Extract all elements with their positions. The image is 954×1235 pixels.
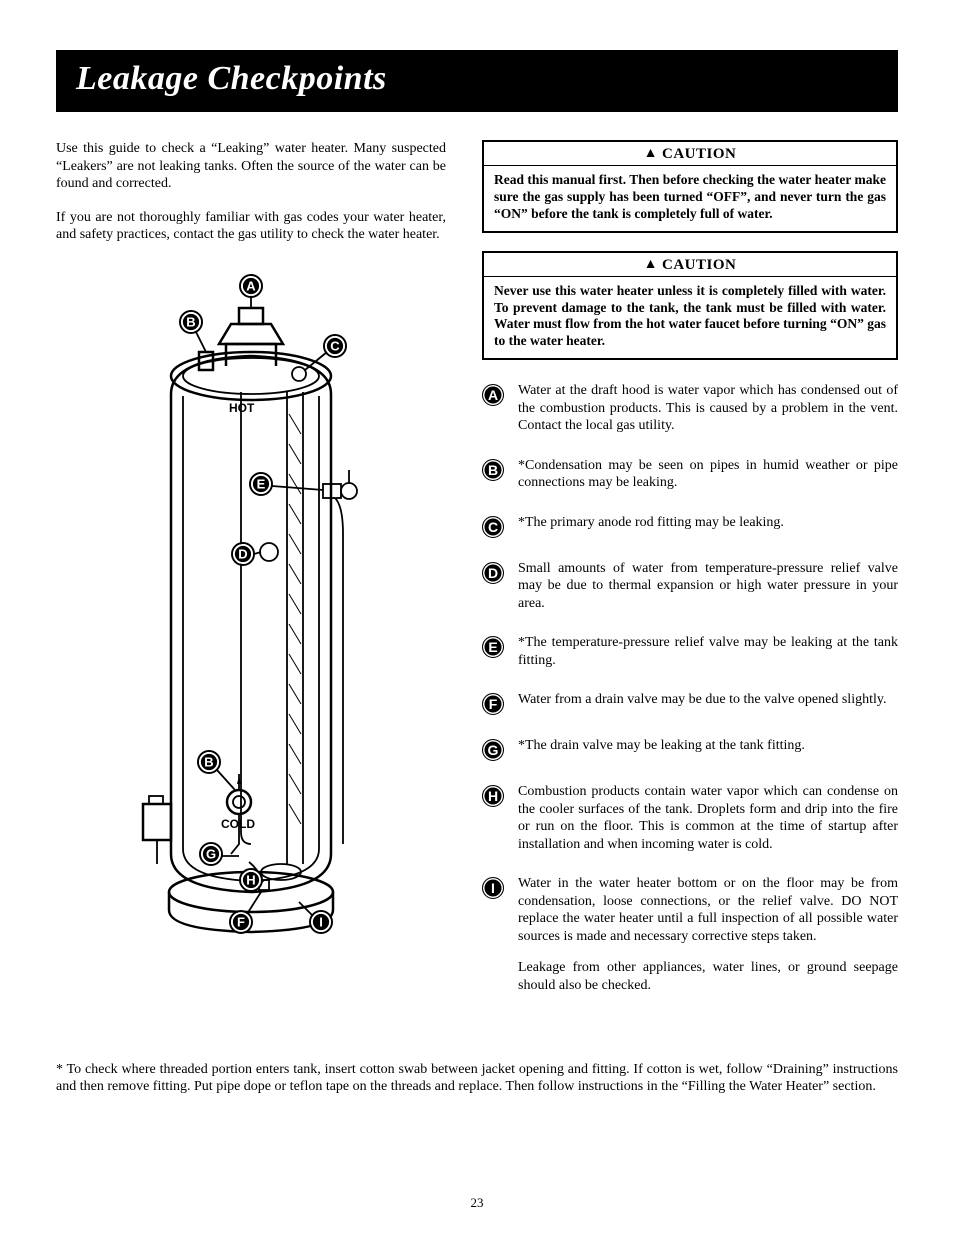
water-heater-svg: HOT <box>91 274 411 954</box>
checkpoint-badge-g: G <box>482 739 504 761</box>
caution-box-1: ▲CAUTION Read this manual first. Then be… <box>482 140 898 233</box>
checkpoint-text: Water at the draft hood is water vapor w… <box>518 382 898 435</box>
diagram-badge-b-top: B <box>180 311 202 333</box>
caution-box-2: ▲CAUTION Never use this water heater unl… <box>482 251 898 361</box>
checkpoint-badge-a: A <box>482 384 504 406</box>
checkpoint-text: Combustion products contain water vapor … <box>518 783 898 853</box>
checkpoints-list: A Water at the draft hood is water vapor … <box>482 382 898 994</box>
svg-text:B: B <box>186 314 195 329</box>
checkpoint-item: F Water from a drain valve may be due to … <box>482 691 898 715</box>
diagram-hot-label: HOT <box>229 401 255 415</box>
left-column: Use this guide to check a “Leaking” wate… <box>56 140 446 1016</box>
checkpoint-badge-f: F <box>482 693 504 715</box>
checkpoint-text: *The drain valve may be leaking at the t… <box>518 737 898 755</box>
diagram-badge-c: C <box>324 335 346 357</box>
checkpoint-item: H Combustion products contain water vapor… <box>482 783 898 853</box>
warning-icon: ▲ <box>644 257 658 272</box>
svg-text:I: I <box>319 914 323 929</box>
svg-text:G: G <box>206 846 216 861</box>
svg-text:F: F <box>237 914 245 929</box>
checkpoint-badge-d: D <box>482 562 504 584</box>
intro-para-1: Use this guide to check a “Leaking” wate… <box>56 140 446 193</box>
intro-para-2: If you are not thoroughly familiar with … <box>56 209 446 244</box>
checkpoint-item: G *The drain valve may be leaking at the … <box>482 737 898 761</box>
checkpoint-badge-c: C <box>482 516 504 538</box>
caution-text-2: Never use this water heater unless it is… <box>484 276 896 359</box>
svg-text:C: C <box>330 338 340 353</box>
intro-text: Use this guide to check a “Leaking” wate… <box>56 140 446 244</box>
diagram-badge-e: E <box>250 473 272 495</box>
checkpoint-item: A Water at the draft hood is water vapor … <box>482 382 898 435</box>
checkpoint-badge-i: I <box>482 877 504 899</box>
diagram-badge-f: F <box>230 911 252 933</box>
right-column: ▲CAUTION Read this manual first. Then be… <box>482 140 898 1016</box>
checkpoint-item: D Small amounts of water from temperature… <box>482 560 898 613</box>
warning-icon: ▲ <box>644 146 658 161</box>
svg-text:A: A <box>246 278 256 293</box>
page-title: Leakage Checkpoints <box>76 60 878 98</box>
checkpoint-item: C *The primary anode rod fitting may be l… <box>482 514 898 538</box>
diagram-badge-b-bottom: B <box>198 751 220 773</box>
checkpoint-text: Small amounts of water from temperature-… <box>518 560 898 613</box>
diagram-badge-i: I <box>310 911 332 933</box>
diagram-cold-label: COLD <box>221 817 255 831</box>
svg-text:B: B <box>204 754 213 769</box>
caution-text-1: Read this manual first. Then before chec… <box>484 165 896 231</box>
checkpoint-extra-text: Leakage from other appliances, water lin… <box>518 959 898 994</box>
water-heater-diagram: HOT <box>56 274 446 959</box>
checkpoint-text: Water in the water heater bottom or on t… <box>518 875 898 945</box>
checkpoint-text: *The temperature-pressure relief valve m… <box>518 634 898 669</box>
checkpoint-badge-b: B <box>482 459 504 481</box>
diagram-badge-d: D <box>232 543 254 565</box>
checkpoint-item: I Water in the water heater bottom or on … <box>482 875 898 994</box>
checkpoint-item: B *Condensation may be seen on pipes in h… <box>482 457 898 492</box>
page-number: 23 <box>0 1195 954 1211</box>
checkpoint-item: E *The temperature-pressure relief valve … <box>482 634 898 669</box>
checkpoint-text: Water from a drain valve may be due to t… <box>518 691 898 709</box>
checkpoint-text: *Condensation may be seen on pipes in hu… <box>518 457 898 492</box>
svg-text:E: E <box>257 476 266 491</box>
checkpoint-badge-h: H <box>482 785 504 807</box>
svg-text:D: D <box>238 546 247 561</box>
checkpoint-badge-e: E <box>482 636 504 658</box>
title-bar: Leakage Checkpoints <box>56 50 898 112</box>
footnote-text: * To check where threaded portion enters… <box>56 1062 898 1096</box>
svg-text:H: H <box>246 872 255 887</box>
caution-heading-1: ▲CAUTION <box>484 142 896 165</box>
diagram-badge-h: H <box>240 869 262 891</box>
caution-heading-2: ▲CAUTION <box>484 253 896 276</box>
diagram-badge-g: G <box>200 843 222 865</box>
diagram-badge-a: A <box>240 275 262 297</box>
content-columns: Use this guide to check a “Leaking” wate… <box>56 140 898 1016</box>
checkpoint-text: *The primary anode rod fitting may be le… <box>518 514 898 532</box>
